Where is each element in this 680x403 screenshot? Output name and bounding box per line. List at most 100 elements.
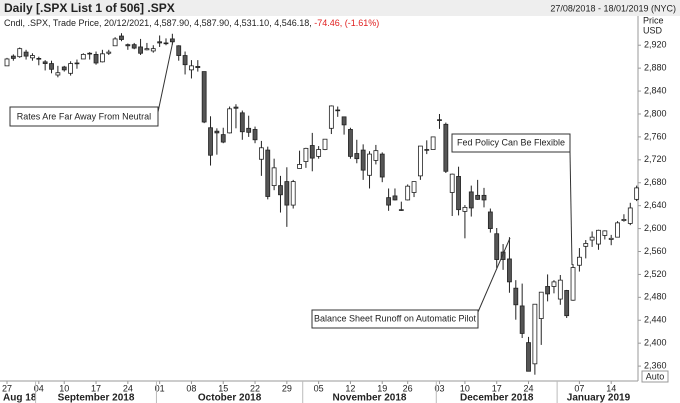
candle-body: [93, 53, 99, 64]
x-tick-label: 17: [492, 383, 502, 393]
candle-body: [615, 222, 620, 238]
x-tick-label: 07: [574, 383, 584, 393]
y-tick-label: 2,760: [644, 131, 667, 141]
x-tick-label: 05: [314, 383, 324, 393]
candle-body: [61, 66, 67, 71]
candle-body: [367, 153, 372, 176]
candle-body: [74, 62, 80, 65]
x-tick-label: 12: [345, 383, 355, 393]
x-tick-label: 08: [186, 383, 196, 393]
candle-body: [189, 65, 194, 71]
annotation: Balance Sheet Runoff on Automatic Pilot: [314, 313, 476, 323]
candle-body: [138, 46, 143, 54]
legend: Cndl, .SPX, Trade Price, 20/12/2021, 4,5…: [4, 18, 379, 28]
candle-body: [341, 116, 347, 126]
candle-body: [36, 58, 42, 60]
candle-body: [112, 38, 118, 47]
y-tick-label: 2,800: [644, 108, 667, 118]
candle-body: [430, 136, 436, 150]
candle-body: [551, 281, 557, 287]
x-tick-label: 24: [123, 383, 133, 393]
candle-body: [208, 127, 213, 156]
candle-body: [176, 45, 182, 56]
candle-body: [487, 211, 493, 229]
candle-body: [214, 130, 220, 134]
y-tick-label: 2,480: [644, 292, 667, 302]
candle-body: [360, 149, 366, 171]
candle-body: [424, 149, 430, 151]
month-label: November 2018: [333, 393, 407, 403]
candle-body: [252, 129, 258, 141]
month-label: September 2018: [58, 393, 135, 403]
header-bar: [0, 0, 680, 16]
month-label: Aug 18: [3, 393, 37, 403]
candle-body: [449, 173, 455, 193]
candle-body: [411, 181, 417, 193]
candle-body: [335, 109, 341, 112]
candle-body: [169, 38, 175, 43]
candle-body: [589, 236, 595, 241]
candle-body: [348, 129, 353, 157]
candle-body: [157, 41, 163, 44]
y-axis-label: USD: [643, 25, 663, 35]
candle-body: [398, 209, 404, 211]
annotations: Rates Are Far Away From Neutral Fed Poli…: [9, 40, 573, 329]
candle-body: [297, 164, 302, 169]
x-tick-label: 22: [250, 383, 260, 393]
candle-body: [150, 48, 156, 52]
annotation-box: [9, 106, 159, 127]
candle-body: [577, 256, 582, 266]
x-tick-label: 24: [524, 383, 534, 393]
candle-body: [284, 181, 290, 206]
candle-body: [195, 66, 201, 68]
candle-body: [468, 191, 474, 209]
candle-body: [246, 127, 252, 133]
candle-body: [239, 112, 245, 133]
candle-body: [481, 194, 487, 201]
x-tick-label: 17: [91, 383, 101, 393]
y-axis-label: Price: [643, 15, 664, 25]
candle-body: [475, 194, 481, 200]
candle-body: [417, 145, 423, 177]
legend-label: Cndl, .SPX, Trade Price, 20/12/2021, 4,5…: [4, 18, 312, 28]
x-tick-label: 03: [434, 383, 444, 393]
y-tick-label: 2,920: [644, 40, 667, 50]
annotation-leader: [569, 151, 573, 266]
candle-body: [100, 53, 105, 63]
x-tick-label: 19: [377, 383, 387, 393]
auto-button[interactable]: [641, 370, 669, 383]
candle-body: [386, 197, 392, 206]
header-range: 27/08/2018 - 18/01/2019 (NYC): [550, 3, 676, 13]
candle-body: [119, 35, 124, 40]
candle-body: [526, 342, 531, 372]
candle-body: [538, 291, 544, 319]
candle-body: [144, 48, 150, 51]
y-tick-label: 2,680: [644, 177, 667, 187]
candle-body: [201, 71, 207, 123]
candle-body: [265, 149, 271, 197]
candle-body: [557, 279, 563, 300]
candle-body: [316, 149, 322, 157]
candle-body: [290, 181, 296, 206]
candle-body: [462, 206, 468, 212]
candle-body: [373, 150, 379, 161]
auto-label: Auto: [646, 371, 665, 381]
candle-body: [545, 286, 550, 295]
candle-body: [163, 42, 169, 45]
candle-body: [182, 55, 188, 66]
candle-body: [30, 55, 35, 59]
candle-body: [68, 63, 73, 74]
annotation-leader: [477, 237, 511, 313]
candle-body: [220, 134, 226, 143]
y-tick-label: 2,400: [644, 338, 667, 348]
x-tick-label: 29: [282, 383, 292, 393]
y-tick-label: 2,720: [644, 154, 667, 164]
y-tick-label: 2,640: [644, 200, 667, 210]
candle-body: [354, 153, 360, 160]
candle-body: [392, 195, 398, 201]
candle-body: [443, 123, 449, 172]
candle-body: [456, 176, 461, 211]
x-tick-label: 04: [34, 383, 44, 393]
candle-body: [42, 61, 48, 64]
